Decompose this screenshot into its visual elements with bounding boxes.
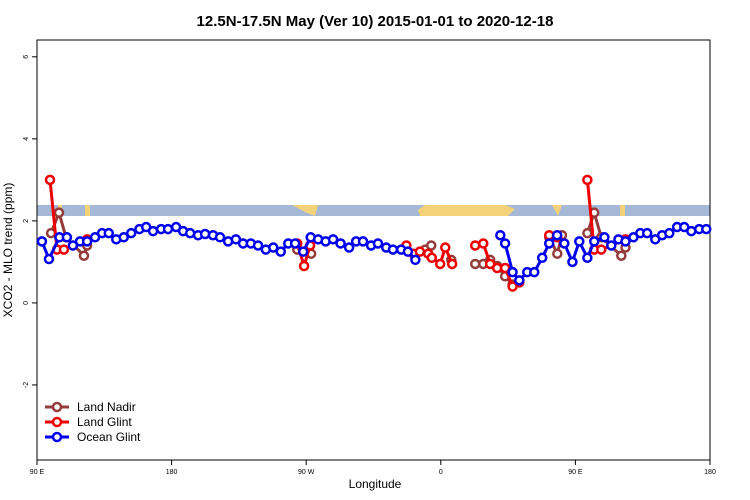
point [118,232,129,243]
land-strip [620,205,625,216]
point [58,244,70,255]
point [343,242,355,253]
point [440,242,451,253]
x-tick-label: 90 E [568,469,583,476]
point [214,232,226,243]
point [551,229,563,241]
point [567,256,578,268]
x-tick-label: 90 W [298,469,315,476]
point [275,246,287,257]
point [582,227,593,239]
point [599,232,610,243]
x-axis-label: Longitude [349,477,402,491]
legend-label: Land Nadir [77,400,136,414]
point [588,236,600,247]
legend-label: Land Glint [77,415,132,429]
point [664,227,675,239]
point [574,236,585,247]
point [268,242,279,253]
point [44,174,56,186]
point [552,248,563,259]
point [701,223,712,235]
y-tick-label: 0 [23,301,30,305]
point [582,174,593,186]
x-tick-label: 0 [439,469,443,476]
chart-title: 12.5N-17.5N May (Ver 10) 2015-01-01 to 2… [197,13,554,30]
point [426,252,438,264]
y-axis-label: XCO2 - MLO trend (ppm) [1,183,15,318]
point [543,238,555,249]
point [162,223,174,235]
plot-frame [36,39,711,461]
point [103,227,115,239]
land-strip [85,205,90,216]
point [61,232,73,243]
point [559,238,570,249]
point [499,238,511,249]
point [43,253,55,265]
land-strip [552,205,562,216]
series-line [49,207,627,286]
point [478,238,489,249]
point [297,246,309,257]
point [434,258,446,270]
series [45,207,631,290]
point [402,246,414,257]
point [469,240,481,251]
point [446,258,458,270]
point [252,240,264,251]
x-tick-label: 180 [704,469,716,476]
point [469,258,481,270]
point [81,236,93,247]
point [536,252,548,264]
ocean-strip [37,205,710,216]
y-tick-label: 4 [23,137,30,141]
legend-label: Ocean Glint [77,430,141,444]
point [620,236,631,247]
y-tick-label: -2 [23,382,30,388]
point [414,246,426,257]
point [616,250,627,261]
point [606,240,617,251]
legend-marker [51,416,63,428]
point [36,236,48,247]
point [298,260,310,272]
series [36,221,712,286]
point [425,240,437,251]
point [641,227,653,239]
point [529,266,540,278]
point [495,229,506,241]
map-strip [37,205,710,216]
legend-marker [51,401,63,413]
point [507,266,518,278]
point [327,234,339,245]
land-strip [418,205,515,216]
point [53,207,65,218]
point [335,238,346,249]
point [499,262,511,274]
point [199,228,211,240]
point [147,225,159,237]
x-tick-label: 90 E [30,469,45,476]
legend-marker [51,431,63,443]
point [289,238,301,249]
point [357,236,369,247]
point [372,238,384,249]
land-strip [292,205,318,216]
point [410,254,421,266]
point [387,244,399,255]
point [125,227,137,239]
y-tick-label: 6 [23,55,30,59]
point [582,252,593,264]
point [514,275,525,286]
x-tick-label: 180 [166,469,178,476]
point [596,244,607,255]
point [78,250,90,261]
y-tick-label: 2 [23,219,30,223]
